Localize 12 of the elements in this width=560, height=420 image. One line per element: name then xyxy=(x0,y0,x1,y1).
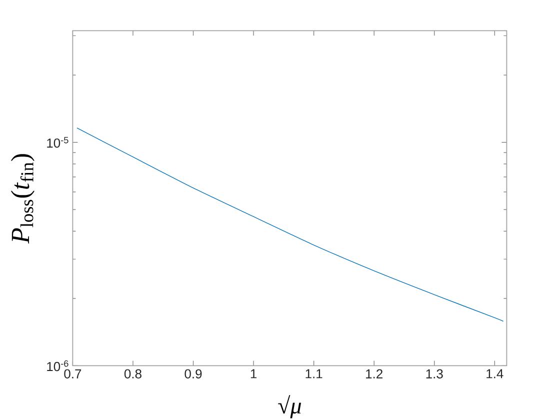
x-tick-label: 0.7 xyxy=(64,369,82,378)
x-tick-label: 0.8 xyxy=(124,369,142,378)
y-tick-label: 10$^{-5}$ xyxy=(47,136,68,148)
x-tick-label: 1.2 xyxy=(366,369,382,378)
x-tick-label: 1.1 xyxy=(306,369,322,378)
x-tick-label: 0.9 xyxy=(184,369,202,378)
y-axis-title: P$_{loss}$(t$_{fin}$) xyxy=(10,154,34,244)
x-tick-label: 1.4 xyxy=(486,369,504,378)
line-series xyxy=(76,128,504,322)
x-tick-label: 1.3 xyxy=(426,369,443,378)
x-tick-label: 1 xyxy=(250,369,257,378)
x-axis-title: √μ xyxy=(278,395,302,418)
